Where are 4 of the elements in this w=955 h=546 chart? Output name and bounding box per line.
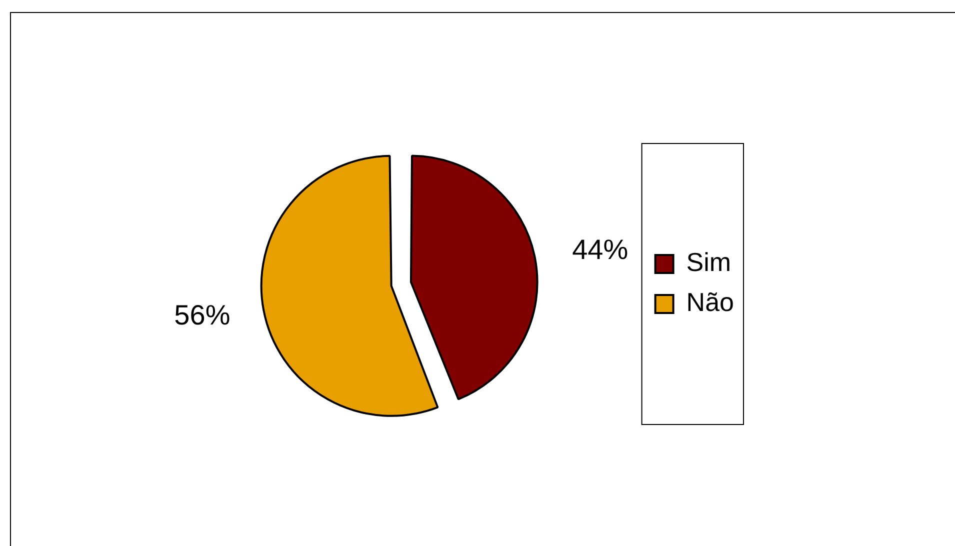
- legend-label: Sim: [686, 247, 732, 278]
- data-label: 44%: [572, 234, 628, 266]
- legend-label: Não: [686, 287, 734, 318]
- data-label: 56%: [174, 299, 230, 330]
